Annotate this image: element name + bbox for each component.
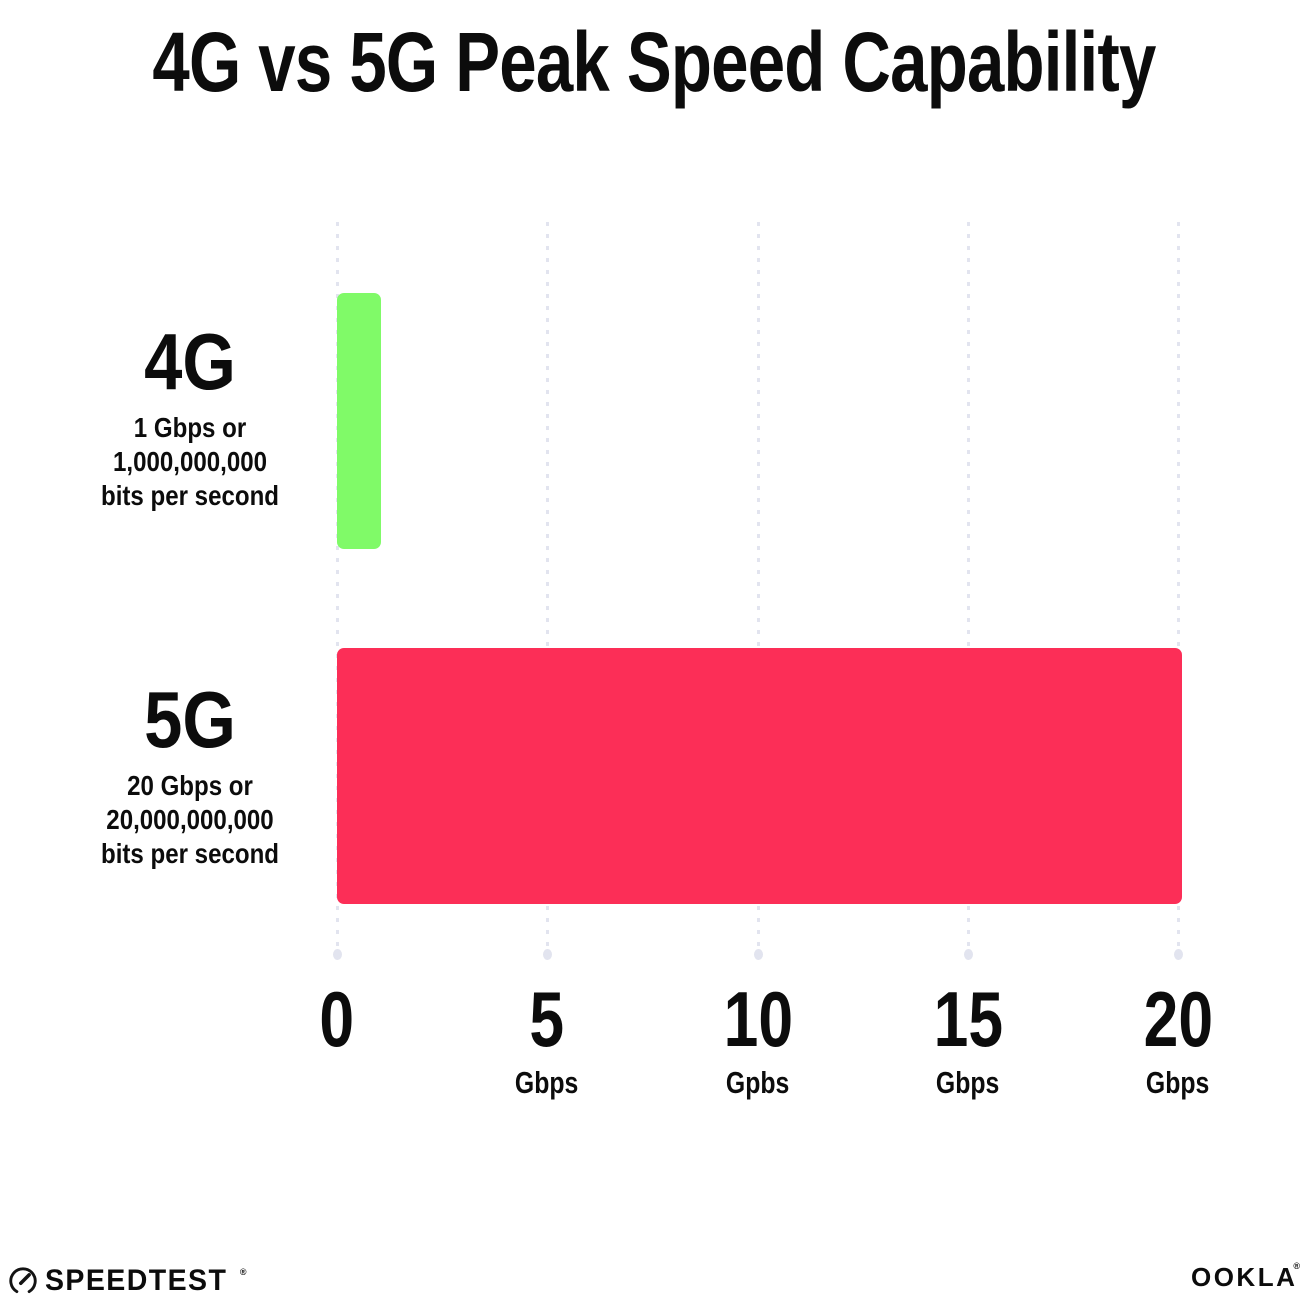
bar-4g <box>337 293 381 549</box>
x-tick-unit-text: Gbps <box>936 1065 1000 1100</box>
x-tick-20: 20 Gbps <box>1068 980 1288 1098</box>
category-sublabel-4g: 1 Gbps or 1,000,000,000 bits per second <box>57 411 324 513</box>
speedtest-trademark: ® <box>239 1267 247 1277</box>
category-label-5g: 5G 20 Gbps or 20,000,000,000 bits per se… <box>35 678 345 871</box>
gridline-end-dot <box>543 949 552 960</box>
bar-5g <box>337 648 1182 904</box>
x-tick-unit-text: Gbps <box>515 1065 579 1100</box>
x-tick-unit: Gbps <box>858 1067 1078 1098</box>
x-tick-unit: Gbps <box>437 1067 657 1098</box>
x-tick-unit <box>227 1067 447 1098</box>
gridline-15 <box>964 222 973 960</box>
sublabel-line: bits per second <box>101 838 279 870</box>
chart-title-text: 4G vs 5G Peak Speed Capability <box>152 15 1156 109</box>
ookla-wordmark: OOKLA <box>1190 1262 1298 1292</box>
category-sublabel-5g: 20 Gbps or 20,000,000,000 bits per secon… <box>57 769 324 871</box>
ookla-logo: OOKLA ® <box>1191 1258 1300 1290</box>
gridline-5 <box>543 222 552 960</box>
x-tick-0: 0 <box>227 980 447 1098</box>
category-name-4g: 4G <box>144 317 236 406</box>
x-tick-15: 15 Gbps <box>858 980 1078 1098</box>
gridline-20 <box>1174 222 1183 960</box>
gridline-10 <box>754 222 763 960</box>
gridline-0 <box>333 222 342 960</box>
speedtest-logo: SPEEDTEST ® <box>8 1264 247 1298</box>
sublabel-line: 1 Gbps or <box>133 412 247 443</box>
sublabel-line: 1,000,000,000 <box>113 446 267 478</box>
x-tick-number: 15 <box>858 980 1078 1058</box>
speedtest-wordmark: SPEEDTEST <box>45 1264 228 1297</box>
speedometer-icon <box>9 1267 37 1294</box>
x-tick-unit: Gbps <box>1068 1067 1288 1098</box>
x-tick-number-text: 15 <box>933 975 1003 1063</box>
x-tick-10: 10 Gpbs <box>648 980 868 1098</box>
x-tick-number-text: 0 <box>319 975 355 1063</box>
x-tick-unit-text: Gpbs <box>726 1065 790 1100</box>
sublabel-line: 20,000,000,000 <box>106 804 274 836</box>
x-tick-number: 10 <box>648 980 868 1058</box>
category-name-5g: 5G <box>144 675 236 764</box>
x-tick-unit: Gpbs <box>648 1067 868 1098</box>
category-label-4g: 4G 1 Gbps or 1,000,000,000 bits per seco… <box>35 320 345 513</box>
sublabel-line: bits per second <box>101 480 279 512</box>
gridline-end-dot <box>754 949 763 960</box>
chart-title: 4G vs 5G Peak Speed Capability <box>0 14 1308 111</box>
x-tick-number-text: 20 <box>1143 975 1213 1063</box>
gridline-end-dot <box>964 949 973 960</box>
x-tick-5: 5 Gbps <box>437 980 657 1098</box>
x-tick-number: 20 <box>1068 980 1288 1058</box>
ookla-trademark: ® <box>1293 1261 1300 1271</box>
x-tick-number: 0 <box>227 980 447 1058</box>
x-tick-number-text: 5 <box>529 975 565 1063</box>
gridline-end-dot <box>333 949 342 960</box>
sublabel-line: 20 Gbps or <box>127 770 253 801</box>
x-tick-number: 5 <box>437 980 657 1058</box>
gridline-end-dot <box>1174 949 1183 960</box>
x-tick-unit-text: Gbps <box>1146 1065 1210 1100</box>
x-tick-number-text: 10 <box>723 975 793 1063</box>
